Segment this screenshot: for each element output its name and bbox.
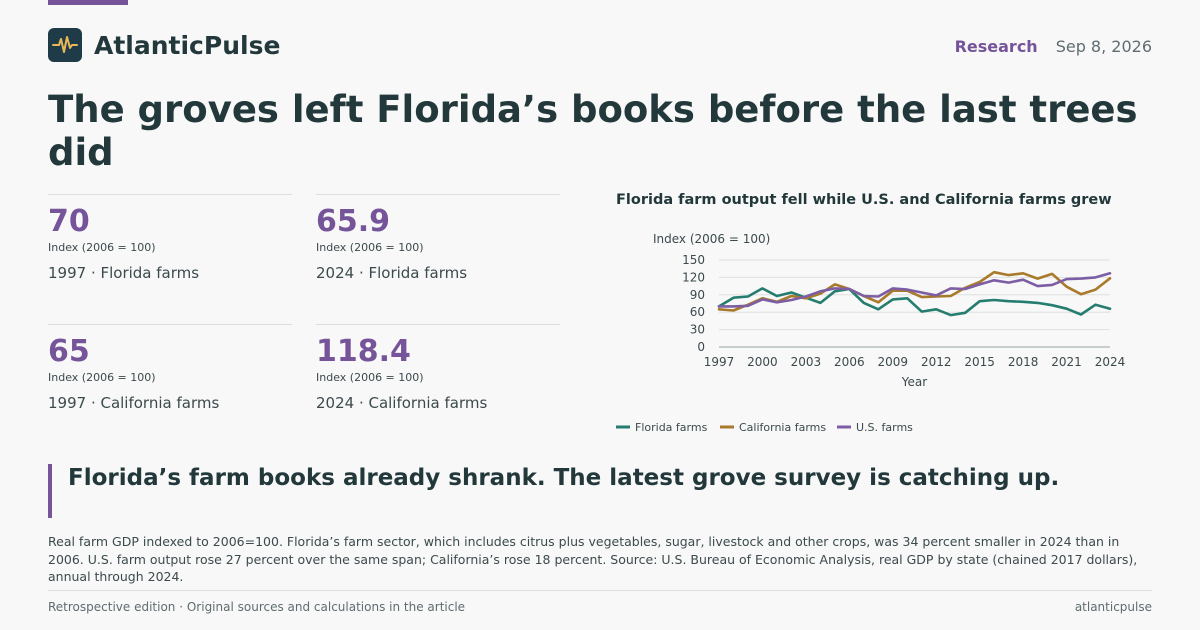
- pull-quote: Florida’s farm books already shrank. The…: [48, 464, 1152, 518]
- stat-value: 118.4: [316, 334, 411, 369]
- x-tick-label: 2006: [834, 355, 865, 369]
- series-line-2: [717, 272, 1112, 308]
- legend-label: Florida farms: [635, 421, 708, 434]
- stat-card: 118.4 Index (2006 = 100) 2024 · Californ…: [316, 324, 560, 412]
- x-axis-label: Year: [901, 375, 927, 389]
- brand-name: AtlanticPulse: [94, 30, 281, 60]
- stat-card: 65 Index (2006 = 100) 1997 · California …: [48, 324, 292, 412]
- x-tick-label: 2015: [964, 355, 995, 369]
- stat-label: 1997 · Florida farms: [48, 264, 200, 282]
- series-line-1: [717, 270, 1112, 312]
- stat-label: 2024 · Florida farms: [316, 264, 468, 282]
- x-tick-label: 2003: [791, 355, 822, 369]
- y-tick-label: 120: [682, 270, 705, 284]
- stat-unit: Index (2006 = 100): [316, 241, 424, 254]
- stat-card: 65.9 Index (2006 = 100) 2024 · Florida f…: [316, 194, 560, 282]
- footnote: Real farm GDP indexed to 2006=100. Flori…: [48, 534, 1138, 584]
- accent-bar: [48, 0, 128, 5]
- x-tick-label: 2024: [1095, 355, 1126, 369]
- article-meta: Research Sep 8, 2026: [955, 37, 1152, 56]
- footer-edition: Retrospective edition · Original sources…: [48, 600, 466, 614]
- stat-unit: Index (2006 = 100): [48, 371, 156, 384]
- pulse-icon: [48, 28, 82, 62]
- series-line-0: [717, 287, 1112, 317]
- stat-label: 1997 · California farms: [48, 394, 220, 412]
- y-axis-label: Index (2006 = 100): [653, 232, 770, 246]
- pull-quote-text: Florida’s farm books already shrank. The…: [68, 465, 1060, 491]
- x-tick-label: 2000: [747, 355, 778, 369]
- line-chart: Florida farm output fell while U.S. and …: [600, 186, 1152, 446]
- y-tick-label: 30: [690, 323, 705, 337]
- stat-value: 65: [48, 334, 90, 369]
- x-tick-label: 2018: [1008, 355, 1039, 369]
- x-tick-label: 2012: [921, 355, 952, 369]
- x-tick-label: 2009: [878, 355, 909, 369]
- brand[interactable]: AtlanticPulse: [48, 28, 280, 62]
- stat-unit: Index (2006 = 100): [316, 371, 424, 384]
- y-tick-label: 90: [690, 288, 705, 302]
- chart-title: Florida farm output fell while U.S. and …: [616, 192, 1112, 208]
- stat-value: 65.9: [316, 204, 391, 239]
- footer: Retrospective edition · Original sources…: [48, 590, 1152, 614]
- y-tick-label: 150: [682, 253, 705, 267]
- legend-label: California farms: [739, 421, 826, 434]
- legend-label: U.S. farms: [856, 421, 913, 434]
- stat-card: 70 Index (2006 = 100) 1997 · Florida far…: [48, 194, 292, 282]
- stat-value: 70: [48, 204, 90, 239]
- chart-svg: 0 30 60 90 120 150 1997 2000 2003 2006 2009 2012 201…: [616, 232, 1126, 434]
- headline: The groves left Florida’s books before t…: [48, 88, 1138, 174]
- x-tick-label: 2021: [1051, 355, 1082, 369]
- footer-site-link[interactable]: atlanticpulse: [1074, 600, 1152, 614]
- y-tick-label: 60: [690, 305, 705, 319]
- stat-label: 2024 · California farms: [316, 394, 488, 412]
- stat-unit: Index (2006 = 100): [48, 241, 156, 254]
- x-tick-label: 1997: [704, 355, 735, 369]
- y-tick-label: 0: [697, 340, 705, 354]
- publish-date: Sep 8, 2026: [1055, 37, 1152, 56]
- section-link[interactable]: Research: [954, 37, 1038, 56]
